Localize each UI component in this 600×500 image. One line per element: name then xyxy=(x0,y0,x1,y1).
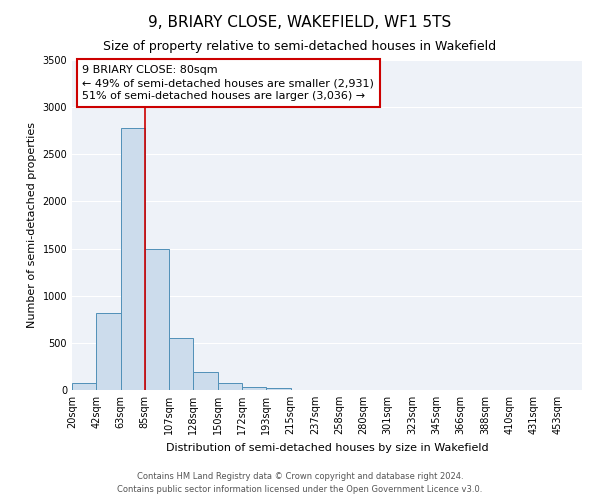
Bar xyxy=(169,338,193,390)
Text: 9 BRIARY CLOSE: 80sqm
← 49% of semi-detached houses are smaller (2,931)
51% of s: 9 BRIARY CLOSE: 80sqm ← 49% of semi-deta… xyxy=(82,65,374,102)
Y-axis label: Number of semi-detached properties: Number of semi-detached properties xyxy=(27,122,37,328)
Bar xyxy=(121,128,145,390)
Text: 9, BRIARY CLOSE, WAKEFIELD, WF1 5TS: 9, BRIARY CLOSE, WAKEFIELD, WF1 5TS xyxy=(148,15,452,30)
Bar xyxy=(242,386,266,390)
Bar xyxy=(218,384,242,390)
Text: Contains HM Land Registry data © Crown copyright and database right 2024.
Contai: Contains HM Land Registry data © Crown c… xyxy=(118,472,482,494)
Bar xyxy=(266,388,290,390)
Bar xyxy=(193,372,218,390)
Text: Size of property relative to semi-detached houses in Wakefield: Size of property relative to semi-detach… xyxy=(103,40,497,53)
Bar xyxy=(72,384,96,390)
Bar xyxy=(145,248,169,390)
X-axis label: Distribution of semi-detached houses by size in Wakefield: Distribution of semi-detached houses by … xyxy=(166,442,488,452)
Bar xyxy=(96,312,121,390)
